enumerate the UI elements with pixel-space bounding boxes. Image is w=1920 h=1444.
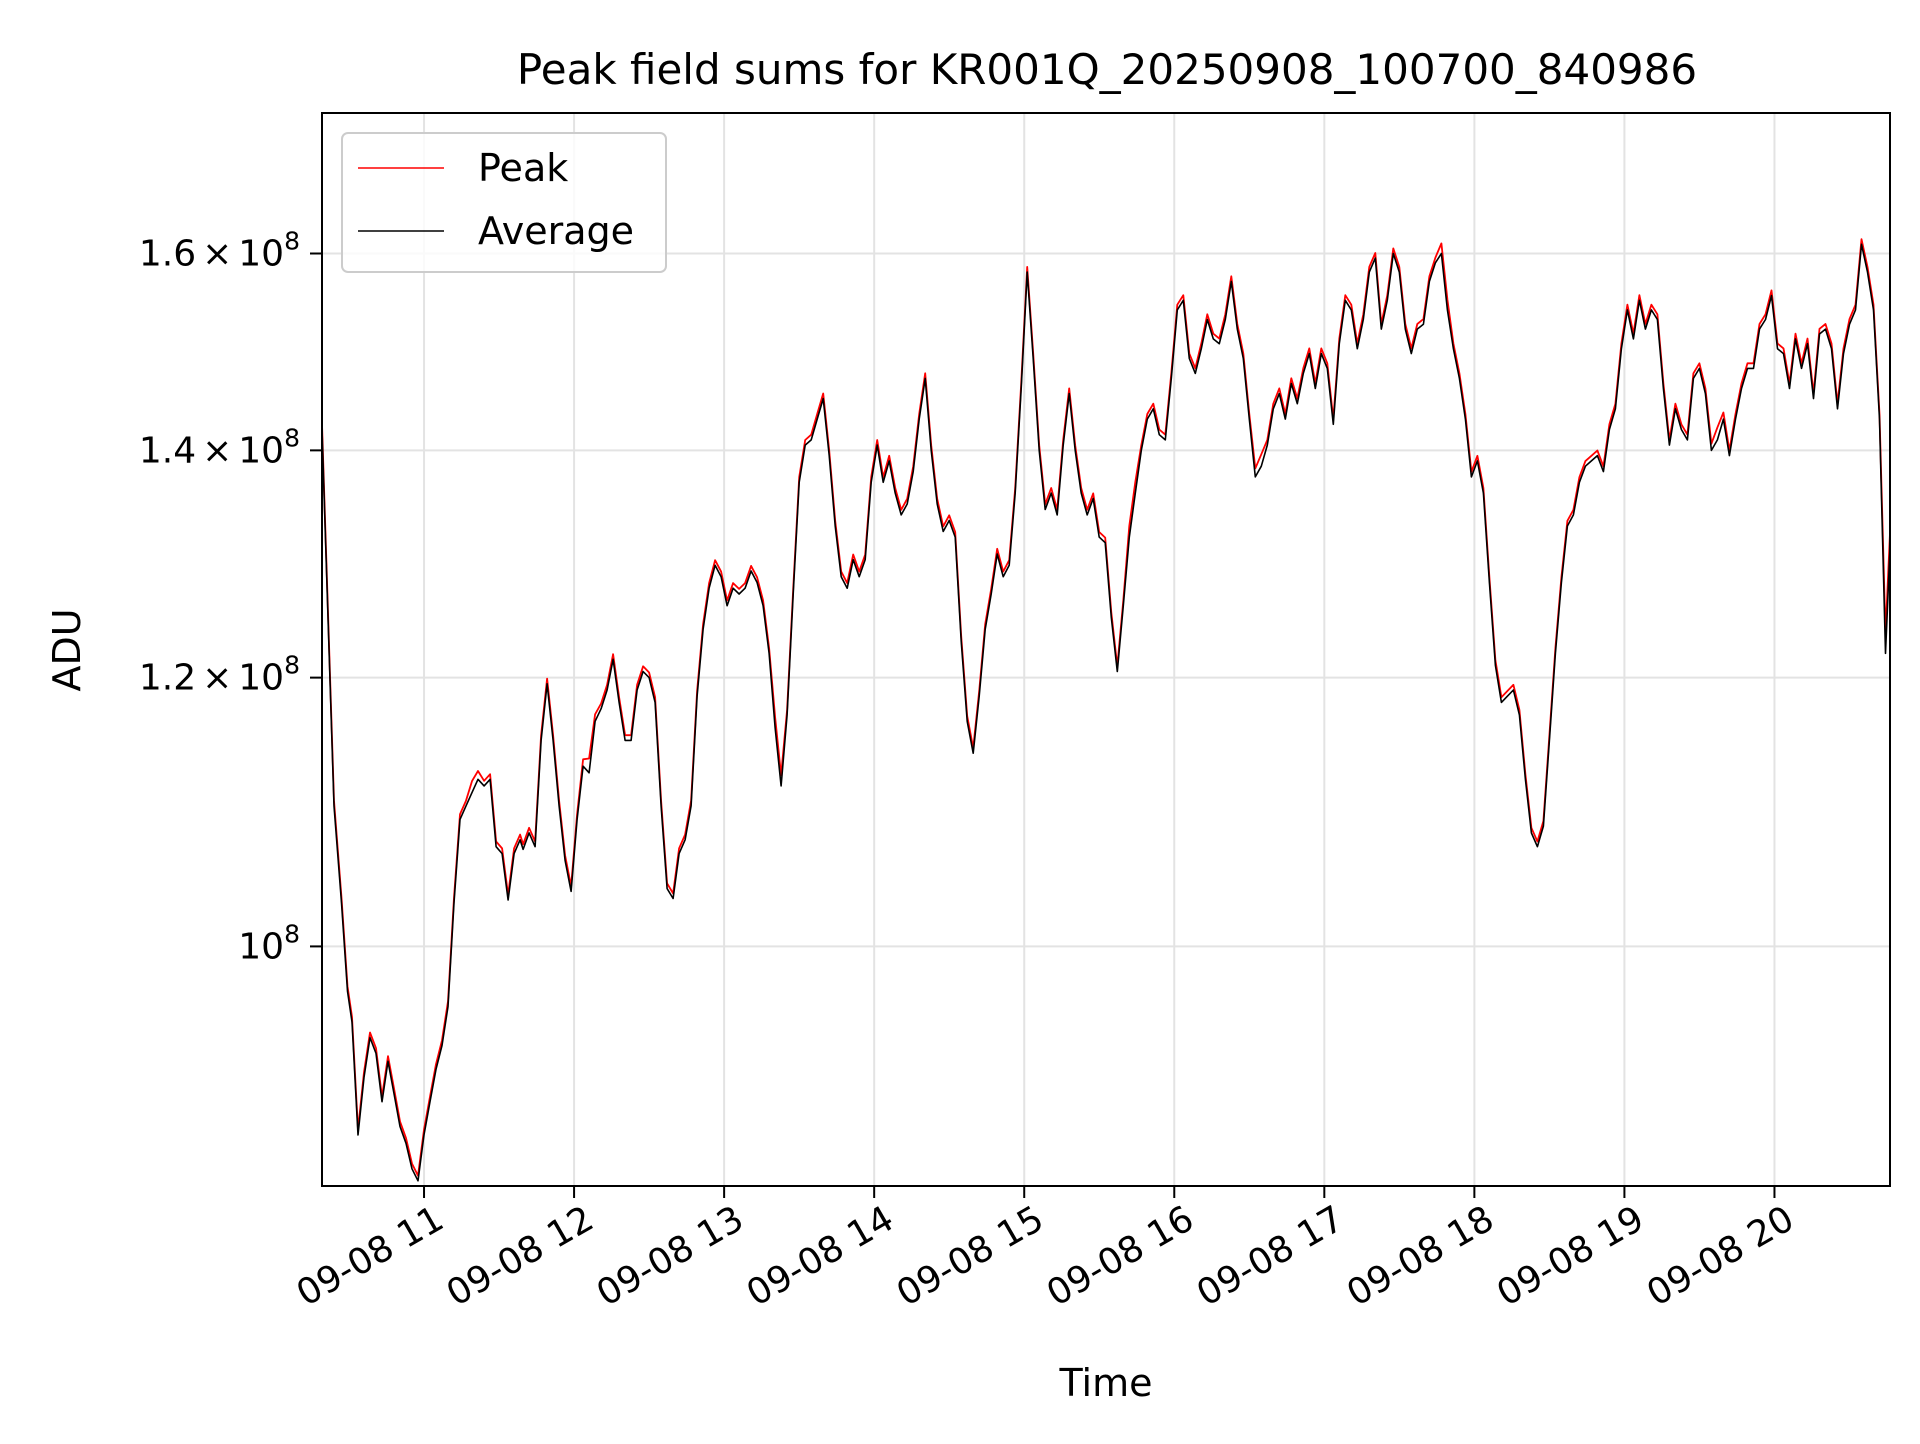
series-line-average [322, 243, 1890, 1182]
x-axis-label: Time [1059, 1361, 1153, 1405]
y-tick-label: 108 [238, 919, 300, 967]
legend-label-average: Average [478, 209, 634, 253]
y-tick-label: 1.6 × 108 [139, 227, 300, 275]
chart-title: Peak field sums for KR001Q_20250908_1007… [517, 45, 1697, 94]
y-tick-label: 1.4 × 108 [139, 423, 300, 471]
legend-label-peak: Peak [478, 146, 568, 190]
plot-area-frame [321, 112, 1891, 1187]
chart-legend: Peak Average [341, 132, 667, 273]
y-axis-ticks: 108 1.2 × 108 1.4 × 108 1.6 × 108 [139, 227, 322, 967]
y-tick-label: 1.2 × 108 [139, 651, 300, 699]
y-axis-label: ADU [45, 608, 89, 691]
series-layer [322, 238, 1890, 1182]
grid-layer [322, 113, 1890, 1186]
